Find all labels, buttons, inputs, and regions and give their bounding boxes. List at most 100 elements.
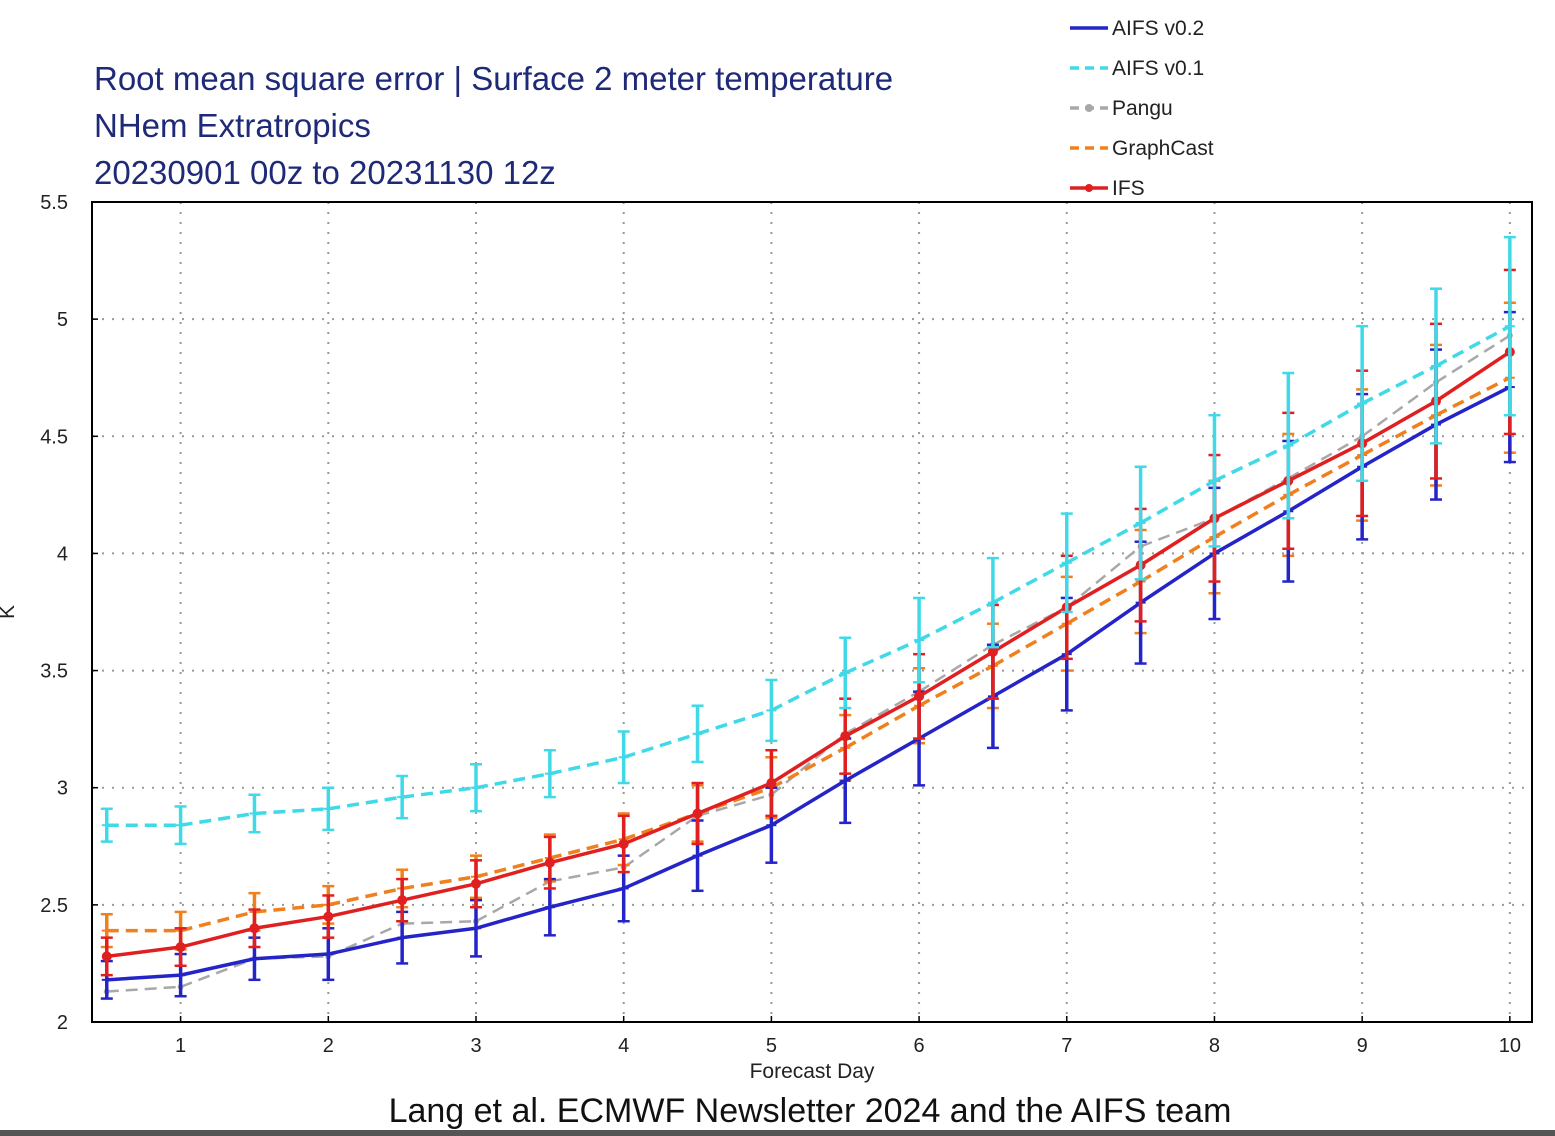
series-segment [327, 922, 403, 958]
data-point [987, 646, 998, 657]
series-segment [1213, 509, 1290, 555]
series-segment [1361, 423, 1437, 469]
series-ifs [100, 268, 1516, 977]
x-tick-label: 4 [618, 1035, 629, 1057]
data-point [175, 942, 186, 953]
title-line-2: NHem Extratropics [94, 107, 371, 144]
series-segment [696, 781, 773, 816]
series-segment [1287, 465, 1364, 513]
series-segment [992, 606, 1068, 646]
series-segment [402, 920, 477, 925]
series-segment [254, 914, 329, 931]
series-segment [1139, 535, 1216, 584]
series-segment [254, 807, 329, 816]
data-point [692, 808, 703, 819]
series-segment [844, 736, 920, 783]
series-segment [623, 732, 699, 759]
series-segment [106, 973, 181, 982]
series-segment [1361, 413, 1437, 457]
data-point [840, 731, 851, 742]
series-segment [1287, 401, 1364, 448]
series-segment [770, 746, 847, 790]
series-segment [844, 694, 920, 738]
series-segment [1213, 444, 1290, 483]
series-segment [401, 785, 477, 799]
legend-item-aifs-v0-1: AIFS v0.1 [1070, 57, 1204, 80]
series-pangu [103, 332, 1513, 995]
legend-label: Pangu [1112, 97, 1173, 120]
series-segment [254, 903, 329, 914]
title-line-1: Root mean square error | Surface 2 meter… [94, 60, 893, 97]
x-tick-label: 3 [470, 1035, 481, 1057]
series-segment [992, 605, 1068, 654]
title-line-3: 20230901 00z to 20231130 12z [94, 154, 556, 191]
legend-item-ifs: IFS [1070, 177, 1145, 200]
series-segment [1213, 493, 1290, 539]
series-segment [180, 957, 255, 989]
data-point [249, 923, 260, 934]
series-segment [1287, 441, 1363, 483]
x-tick-label: 2 [323, 1035, 334, 1057]
series-segment [106, 945, 181, 959]
y-axis-label: K [0, 605, 19, 619]
series-segment [1139, 479, 1216, 525]
series-segment [622, 814, 699, 869]
series-segment [327, 935, 403, 956]
series-segment [1287, 453, 1363, 497]
bottom-border [0, 1130, 1555, 1136]
series-segment [918, 643, 994, 693]
legend-label: AIFS v0.2 [1112, 17, 1204, 40]
series-segment [918, 650, 994, 698]
data-point [101, 951, 112, 962]
series-segment [1435, 385, 1511, 427]
series-segment [992, 622, 1068, 668]
series-segment [770, 671, 847, 712]
series-segment [549, 837, 625, 860]
data-point [914, 691, 925, 702]
series-segment [180, 811, 255, 827]
series-segment [697, 708, 772, 736]
plot-frame [91, 201, 1533, 1023]
legend-item-graphcast: GraphCast [1070, 137, 1214, 160]
y-tick-label: 2 [57, 1012, 68, 1034]
legend-label: AIFS v0.1 [1112, 57, 1204, 80]
series-segment [992, 652, 1068, 698]
series-segment [180, 910, 255, 933]
data-point [766, 778, 777, 789]
x-tick-label: 8 [1209, 1035, 1220, 1057]
x-axis-label: Forecast Day [750, 1060, 875, 1083]
series-segment [770, 779, 847, 827]
series-segment [401, 926, 477, 940]
y-tick-label: 4.5 [40, 426, 68, 448]
series-segment [1139, 551, 1216, 605]
series-segment [1065, 545, 1142, 609]
legend-item-aifs-v0-2: AIFS v0.2 [1070, 17, 1204, 40]
y-tick-label: 5 [57, 309, 68, 331]
series-segment [696, 823, 773, 858]
series-segment [1213, 479, 1290, 520]
series-segment [992, 561, 1068, 605]
series-segment [697, 793, 772, 818]
data-point [397, 895, 408, 906]
series-segment [180, 926, 255, 949]
series-layer [100, 235, 1516, 1000]
chart-title: Root mean square error | Surface 2 meter… [94, 60, 893, 191]
gridlines [92, 201, 1532, 1023]
series-segment [180, 957, 255, 977]
series-segment [254, 952, 329, 961]
series-segment [622, 854, 699, 891]
series-segment [918, 601, 994, 642]
series-segment [1435, 334, 1511, 384]
series-segment [328, 795, 403, 811]
series-segment [401, 882, 477, 902]
series-graphcast [100, 301, 1516, 951]
x-tick-label: 5 [766, 1035, 777, 1057]
series-segment [475, 771, 551, 790]
series-segment [1065, 601, 1142, 656]
y-tick-label: 2.5 [40, 895, 68, 917]
legend-label: GraphCast [1112, 137, 1214, 160]
series-aifs-v0-1 [100, 235, 1516, 846]
series-segment [1065, 580, 1142, 626]
series-segment [844, 704, 920, 750]
